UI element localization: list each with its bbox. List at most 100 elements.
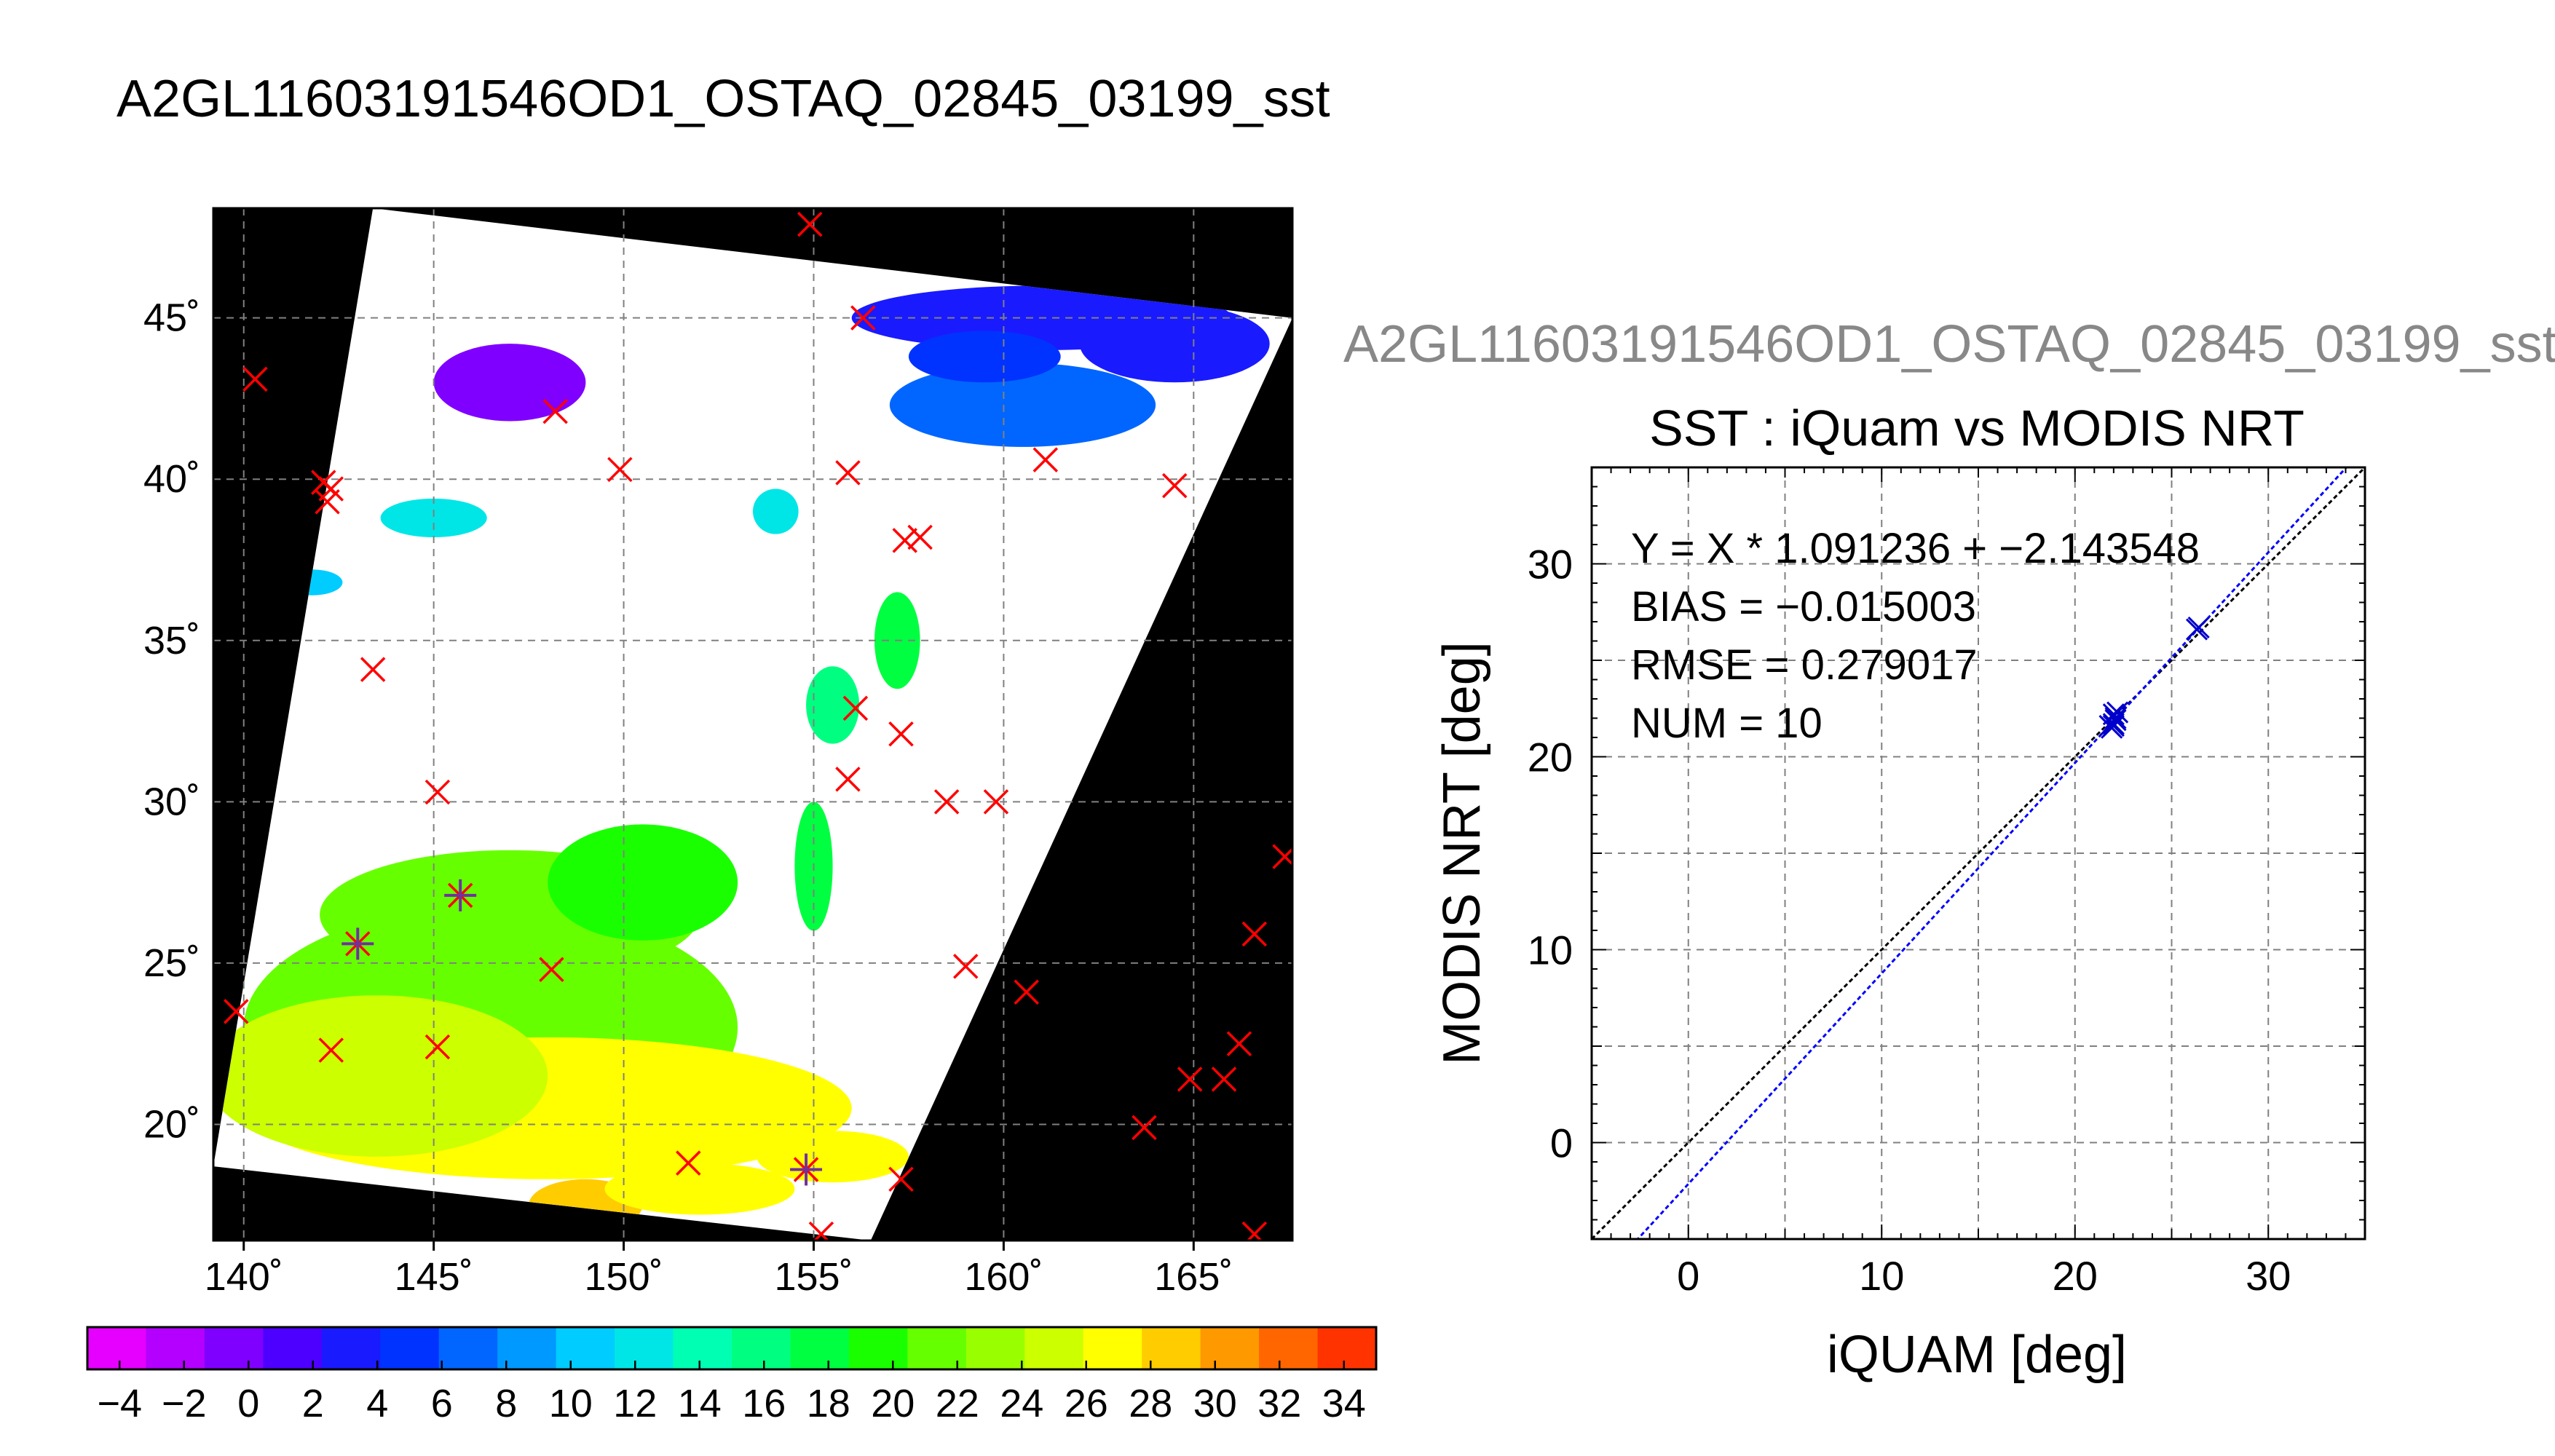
matchup-marker — [539, 957, 564, 983]
colorbar-tick-label: 6 — [431, 1382, 453, 1425]
map-x-tick-label: 145˚ — [395, 1255, 473, 1299]
matchup-marker — [242, 366, 268, 392]
matchup-marker — [424, 1034, 451, 1060]
matchup-marker — [835, 767, 861, 792]
scatter-point — [2106, 701, 2129, 724]
map-y-tick-label: 45˚ — [143, 296, 200, 340]
colorbar-swatch — [673, 1327, 732, 1369]
matchup-marker — [1032, 447, 1059, 472]
scatter-plot: SST : iQuam vs MODIS NRT 0 10 20 300102030 … — [1433, 400, 2366, 1384]
matchup-marker — [933, 789, 960, 815]
colorbar-tick-label: 34 — [1322, 1382, 1366, 1425]
colorbar-tick-label: 4 — [366, 1382, 388, 1425]
matchup-marker — [360, 657, 386, 682]
matchup-marker — [542, 398, 568, 424]
scatter-point — [2102, 715, 2125, 737]
colorbar-swatch — [146, 1327, 205, 1369]
colorbar-tick-label: 14 — [678, 1382, 722, 1425]
scatter-x-axis-label: iQUAM [deg] — [1827, 1326, 2127, 1384]
colorbar-tick-label: −2 — [162, 1382, 207, 1425]
map-x-tick-label: 140˚ — [205, 1255, 283, 1299]
scatter-subtitle: A2GL11603191546OD1_OSTAQ_02845_03199_sst — [1343, 315, 2555, 373]
matchup-marker — [983, 789, 1009, 815]
regression-line — [1636, 467, 2348, 1239]
colorbar-tick-label: 20 — [871, 1382, 915, 1425]
sst-patch — [806, 666, 860, 744]
colorbar-swatch — [1024, 1327, 1084, 1369]
map-y-tick-label: 20˚ — [143, 1102, 200, 1146]
scatter-x-tick-label: 0 — [1677, 1253, 1699, 1299]
colorbar-tick-label: 30 — [1193, 1382, 1237, 1425]
colorbar-swatch — [1200, 1327, 1260, 1369]
matchup-marker — [424, 779, 451, 805]
colorbar-swatch — [321, 1327, 382, 1369]
matchup-marker — [315, 489, 340, 515]
colorbar-tick-label: 26 — [1065, 1382, 1108, 1425]
matchup-marker — [888, 721, 914, 747]
used-matchup-marker — [341, 927, 374, 960]
map-frame — [212, 207, 1294, 1242]
stats-annotation: BIAS = −0.015003 — [1631, 583, 1976, 630]
colorbar-swatch — [438, 1327, 498, 1369]
colorbar-tick-label: 10 — [549, 1382, 593, 1425]
matchup-marker — [318, 1037, 344, 1063]
colorbar-swatch — [1142, 1327, 1201, 1369]
colorbar-swatch — [1083, 1327, 1142, 1369]
matchup-marker — [1014, 979, 1039, 1005]
sst-patch — [1079, 304, 1270, 383]
figure-title: A2GL11603191546OD1_OSTAQ_02845_03199_sst — [117, 70, 1330, 128]
stats-annotation: Y = X * 1.091236 + −2.143548 — [1631, 525, 2200, 572]
colorbar-swatch — [848, 1327, 909, 1369]
colorbar-tick-label: 12 — [613, 1382, 657, 1425]
stats-annotation: RMSE = 0.279017 — [1631, 641, 1978, 689]
colorbar-swatch — [87, 1327, 147, 1369]
map-x-tick-label: 150˚ — [585, 1255, 663, 1299]
scatter-point — [2102, 703, 2125, 726]
sst-patch — [548, 824, 738, 941]
map-x-tick-label: 155˚ — [774, 1255, 853, 1299]
scatter-point — [2098, 715, 2121, 737]
matchup-marker — [1241, 921, 1268, 947]
matchup-marker — [842, 695, 869, 721]
scatter-y-tick-label: 20 — [1528, 735, 1573, 780]
colorbar-swatch — [732, 1327, 791, 1369]
matchup-marker — [850, 305, 876, 331]
colorbar-swatch — [1259, 1327, 1319, 1369]
scatter-x-tick-label: 10 — [1859, 1253, 1904, 1299]
sst-map: 140˚ 145˚ 150˚ 155˚ 160˚ 165˚ 20˚ 25˚ 30˚ 35˚ 40˚ 4… — [143, 207, 1294, 1299]
map-x-tick-label: 165˚ — [1154, 1255, 1233, 1299]
matchup-marker — [1226, 1031, 1252, 1056]
matchup-marker — [676, 1150, 701, 1176]
sst-patch — [757, 1131, 909, 1183]
colorbar-tick-label: 2 — [302, 1382, 324, 1425]
scatter-title: SST : iQuam vs MODIS NRT — [1649, 400, 2305, 456]
matchup-marker — [607, 456, 633, 483]
one-to-one-line — [1592, 467, 2365, 1239]
colorbar-tick-label: 8 — [495, 1382, 517, 1425]
used-matchup-marker — [790, 1153, 823, 1186]
matchup-marker — [835, 460, 861, 486]
sst-patch — [213, 995, 548, 1157]
colorbar-swatch — [615, 1327, 674, 1369]
sst-patch — [604, 1163, 795, 1215]
scatter-y-tick-label: 30 — [1528, 542, 1573, 587]
matchup-marker — [1241, 1221, 1268, 1241]
matchup-marker — [907, 524, 933, 550]
colorbar-tick-label: 28 — [1129, 1382, 1172, 1425]
scatter-y-tick-label: 10 — [1528, 927, 1573, 973]
colorbar-frame — [86, 1326, 1378, 1371]
sst-patch — [753, 488, 799, 534]
scatter-point — [2185, 618, 2208, 641]
matchup-marker — [1272, 844, 1292, 869]
sst-patch — [908, 331, 1061, 383]
colorbar: −4 −2 0 2 4 6 8 10 12 14 16 18 20 22 24 26 28 30 32 34 — [86, 1326, 1378, 1425]
matchup-marker — [952, 954, 979, 979]
colorbar-swatch — [965, 1327, 1026, 1369]
matchup-marker — [808, 1221, 834, 1241]
sst-patch — [380, 498, 487, 537]
colorbar-tick-label: 22 — [936, 1382, 979, 1425]
sst-patch — [889, 363, 1156, 447]
matchup-marker — [1211, 1067, 1237, 1092]
stats-annotation: NUM = 10 — [1631, 700, 1823, 747]
